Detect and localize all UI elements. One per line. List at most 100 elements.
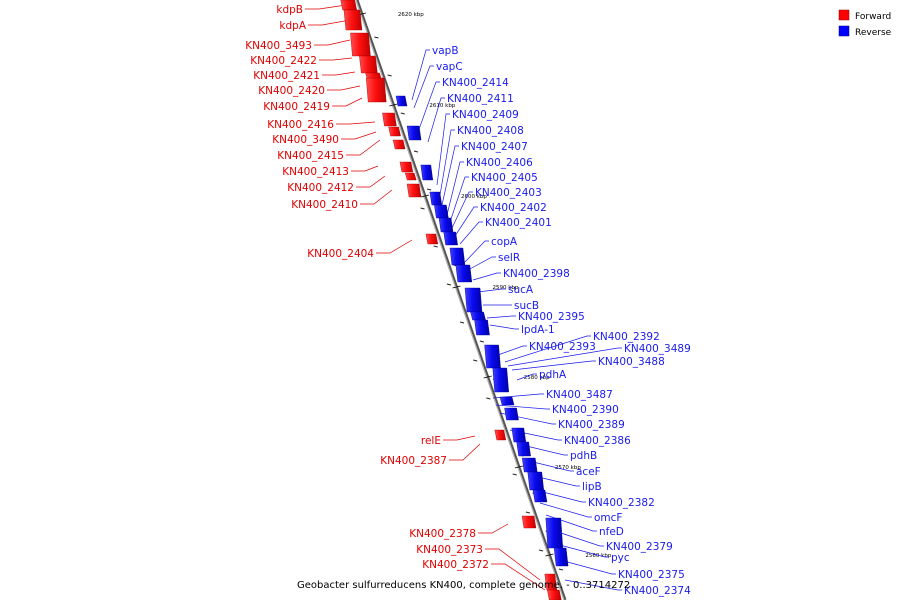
reverse-gene-label: copA <box>491 236 518 248</box>
reverse-leader-line <box>534 489 586 503</box>
reverse-gene-feature <box>455 264 473 283</box>
forward-gene-feature <box>359 55 378 74</box>
reverse-gene-label: sucB <box>514 300 539 312</box>
forward-leader-line <box>485 548 541 581</box>
reverse-gene-label: vapC <box>436 61 463 73</box>
reverse-gene-label: vapB <box>432 45 459 57</box>
forward-gene-label: KN400_2420 <box>258 85 325 97</box>
reverse-gene-label: KN400_2393 <box>529 341 596 353</box>
reverse-gene-label: KN400_2411 <box>447 93 514 105</box>
scale-tick <box>483 375 492 379</box>
forward-leader-line <box>327 85 361 91</box>
reverse-gene-feature <box>470 311 486 321</box>
forward-gene-feature <box>382 112 397 127</box>
reverse-gene-feature <box>429 191 443 206</box>
reverse-gene-label: KN400_2408 <box>457 125 524 137</box>
reverse-gene-feature <box>545 517 564 549</box>
forward-gene-label: KN400_2419 <box>263 101 330 113</box>
forward-gene-feature <box>388 126 401 137</box>
reverse-gene-feature <box>532 489 548 503</box>
reverse-gene-label: nfeD <box>599 526 624 538</box>
scale-tick <box>389 103 398 107</box>
forward-leader-line <box>360 189 393 205</box>
genome-backbone-highlight <box>355 0 565 600</box>
legend-forward-swatch <box>838 9 850 21</box>
forward-leader-line <box>305 4 347 10</box>
reverse-leader-line <box>436 113 450 186</box>
forward-leader-line <box>346 139 381 156</box>
reverse-gene-label: KN400_3489 <box>624 343 691 355</box>
reverse-gene-label: KN400_2395 <box>518 311 585 323</box>
forward-leader-line <box>336 121 376 125</box>
reverse-gene-label: KN400_2402 <box>480 202 547 214</box>
backbone-dot <box>387 74 392 77</box>
reverse-leader-line <box>413 65 434 109</box>
forward-leader-line <box>314 39 351 46</box>
reverse-gene-label: KN400_2386 <box>564 435 631 447</box>
backbone-dot <box>525 511 531 514</box>
reverse-gene-feature <box>449 247 466 266</box>
reverse-leader-line <box>454 206 478 237</box>
backbone-dot <box>473 359 478 362</box>
forward-gene-label: KN400_2373 <box>416 544 483 556</box>
forward-gene-label: relE <box>421 435 441 447</box>
scale-tick-label: 2590 kbp <box>493 285 519 291</box>
reverse-leader-line <box>497 345 527 356</box>
forward-leader-line <box>322 71 356 76</box>
reverse-leader-line <box>529 474 580 487</box>
scale-ticks: 2620 kbp 2610 kbp 2600 kbp 2590 kbp 2580 kbp… <box>357 12 612 559</box>
reverse-leader-line <box>555 543 609 558</box>
reverse-leader-line <box>504 335 591 363</box>
scale-tick-label: 2560 kbp <box>585 553 611 559</box>
reverse-leader-line <box>524 459 574 472</box>
forward-leader-line <box>319 57 353 61</box>
backbone-dot <box>479 340 484 343</box>
reverse-leader-line <box>417 81 440 133</box>
forward-gene-label: KN400_3493 <box>245 40 312 52</box>
forward-gene-label: kdpA <box>279 20 306 32</box>
reverse-gene-feature <box>553 547 569 567</box>
reverse-gene-label: KN400_2401 <box>485 217 552 229</box>
reverse-gene-feature <box>484 344 501 369</box>
reverse-leader-line <box>489 324 519 330</box>
forward-leader-line <box>443 435 476 441</box>
reverse-gene-feature <box>499 396 515 406</box>
reverse-leader-line <box>495 404 550 410</box>
reverse-gene-label: KN400_2374 <box>624 585 691 597</box>
reverse-leader-line <box>551 529 604 547</box>
backbone-dot <box>420 207 425 210</box>
reverse-leader-line <box>539 502 592 518</box>
backbone-dot <box>374 36 379 39</box>
backbone-dot <box>486 397 491 400</box>
forward-gene-feature <box>350 32 371 57</box>
reverse-gene-label: KN400_2389 <box>558 419 625 431</box>
reverse-leader-line <box>486 315 516 319</box>
reverse-gene-label: pdhB <box>570 450 597 462</box>
reverse-gene-label: KN400_3487 <box>546 389 613 401</box>
forward-gene-label: kdpB <box>276 4 303 16</box>
genome-backbone <box>355 0 567 600</box>
gene-features <box>340 0 569 600</box>
scale-tick-label: 2570 kbp <box>555 465 581 471</box>
forward-gene-label: KN400_2387 <box>380 455 447 467</box>
reverse-gene-label: selR <box>498 252 520 264</box>
forward-leader-line <box>332 97 363 107</box>
forward-gene-label: KN400_2415 <box>277 150 344 162</box>
reverse-gene-feature <box>434 204 449 219</box>
forward-gene-feature <box>404 172 417 181</box>
reverse-gene-feature <box>511 427 527 443</box>
forward-leader-line <box>356 175 386 188</box>
reverse-gene-label: aceF <box>576 466 601 478</box>
forward-gene-feature <box>425 233 439 245</box>
forward-gene-feature <box>399 161 414 173</box>
forward-gene-label: KN400_2412 <box>287 182 354 194</box>
gene-labels: kdpB kdpA KN400_3493 KN400_2422 KN400_2421 KN… <box>245 4 691 597</box>
reverse-gene-label: KN400_2406 <box>466 157 533 169</box>
leader-lines <box>305 4 622 591</box>
forward-leader-line <box>351 165 379 172</box>
reverse-gene-feature <box>438 217 454 233</box>
reverse-gene-label: sucA <box>508 284 534 296</box>
backbone-dot <box>512 473 517 476</box>
forward-gene-label: KN400_2413 <box>282 166 349 178</box>
